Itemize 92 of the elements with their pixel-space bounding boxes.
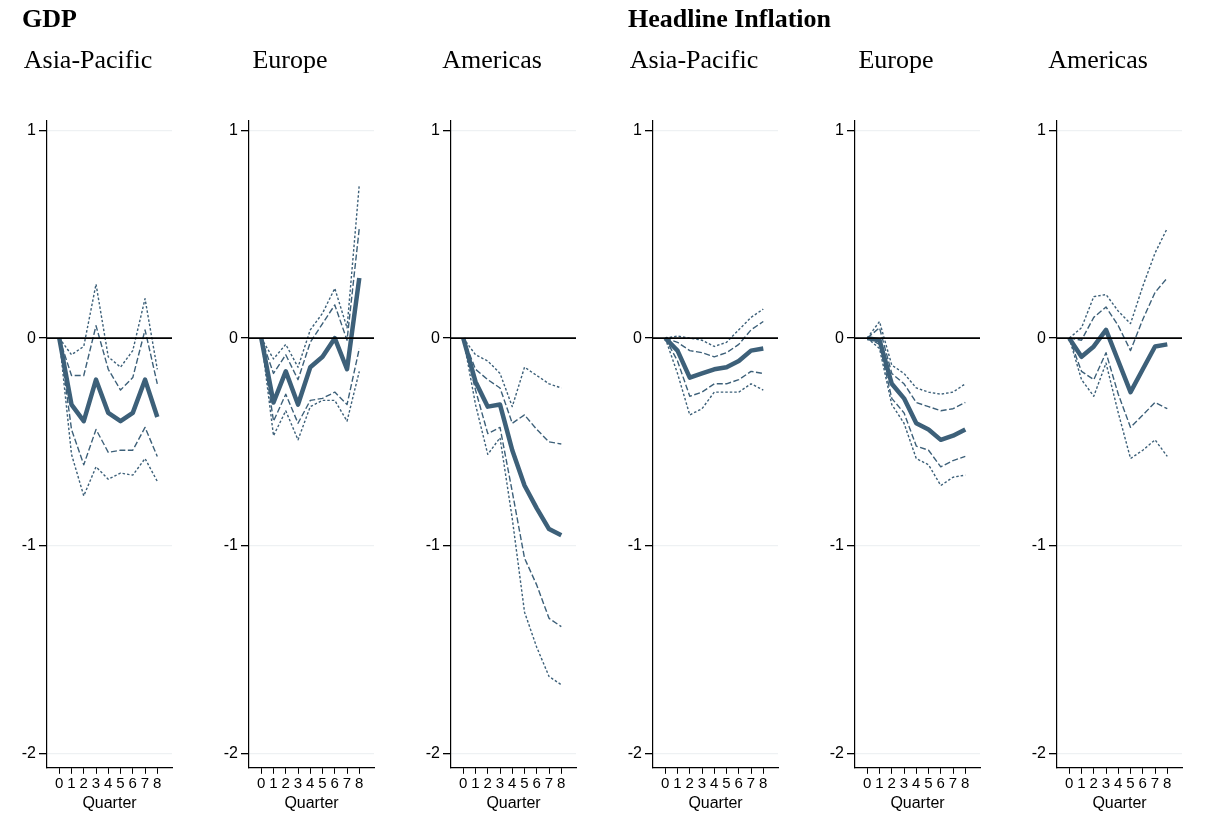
x-tick-label: 5 xyxy=(1126,773,1135,791)
y-tick-label: -2 xyxy=(425,743,441,761)
x-tick-label: 4 xyxy=(710,773,719,791)
x-tick-label: 1 xyxy=(875,773,884,791)
text: Headline Inflation xyxy=(628,4,831,34)
x-tick-label: 8 xyxy=(759,773,768,791)
x-axis-title: Quarter xyxy=(486,793,542,811)
x-tick-label: 2 xyxy=(887,773,896,791)
x-tick-label: 7 xyxy=(948,773,958,791)
chart-title: Europe xyxy=(858,45,934,75)
y-tick-label: -2 xyxy=(21,743,37,761)
x-tick-label: 3 xyxy=(697,773,707,791)
y-tick-label: 0 xyxy=(229,328,239,346)
x-tick-label: 4 xyxy=(1114,773,1123,791)
x-tick-label: 2 xyxy=(79,773,88,791)
text: GDP xyxy=(22,4,77,34)
x-tick-label: 4 xyxy=(306,773,315,791)
x-tick-label: 5 xyxy=(116,773,125,791)
x-tick-label: 5 xyxy=(722,773,731,791)
x-tick-label: 5 xyxy=(520,773,529,791)
x-tick-label: 7 xyxy=(140,773,150,791)
x-tick-label: 7 xyxy=(544,773,554,791)
x-tick-label: 6 xyxy=(734,773,743,791)
y-tick-label: 0 xyxy=(27,328,37,346)
x-axis-title: Quarter xyxy=(82,793,138,811)
x-tick-label: 1 xyxy=(673,773,682,791)
x-tick-label: 6 xyxy=(936,773,945,791)
x-tick-label: 6 xyxy=(128,773,137,791)
x-tick-label: 3 xyxy=(91,773,101,791)
chart-title: Asia-Pacific xyxy=(629,45,759,75)
y-tick-label: -1 xyxy=(223,536,239,554)
y-tick-label: -1 xyxy=(829,536,845,554)
chart-title: Europe xyxy=(252,45,328,75)
x-tick-label: 0 xyxy=(1065,773,1074,791)
x-tick-label: 8 xyxy=(355,773,364,791)
y-tick-label: -1 xyxy=(1031,536,1047,554)
x-tick-label: 2 xyxy=(1089,773,1098,791)
y-tick-label: -2 xyxy=(829,743,845,761)
x-tick-label: 8 xyxy=(1163,773,1172,791)
x-tick-label: 7 xyxy=(1150,773,1160,791)
chart-title: Americas xyxy=(442,45,542,75)
x-axis-title: Quarter xyxy=(1092,793,1148,811)
y-tick-label: 1 xyxy=(27,120,37,138)
x-tick-label: 6 xyxy=(532,773,541,791)
x-tick-label: 1 xyxy=(269,773,278,791)
x-tick-label: 2 xyxy=(685,773,694,791)
x-tick-label: 3 xyxy=(1101,773,1111,791)
x-tick-label: 3 xyxy=(495,773,505,791)
y-tick-label: 0 xyxy=(431,328,441,346)
x-tick-label: 5 xyxy=(318,773,327,791)
y-tick-label: 1 xyxy=(1037,120,1047,138)
y-tick-label: -1 xyxy=(425,536,441,554)
x-tick-label: 2 xyxy=(483,773,492,791)
x-tick-label: 0 xyxy=(863,773,872,791)
x-tick-label: 7 xyxy=(746,773,756,791)
y-tick-label: -1 xyxy=(627,536,643,554)
y-tick-label: 0 xyxy=(1037,328,1047,346)
x-tick-label: 0 xyxy=(257,773,266,791)
y-tick-label: 0 xyxy=(835,328,845,346)
x-tick-label: 4 xyxy=(508,773,517,791)
x-tick-label: 0 xyxy=(459,773,468,791)
y-tick-label: 1 xyxy=(229,120,239,138)
y-tick-label: -1 xyxy=(21,536,37,554)
x-tick-label: 4 xyxy=(912,773,921,791)
x-tick-label: 6 xyxy=(330,773,339,791)
x-tick-label: 8 xyxy=(961,773,970,791)
x-tick-label: 4 xyxy=(104,773,113,791)
x-tick-label: 1 xyxy=(471,773,480,791)
y-tick-label: -2 xyxy=(223,743,239,761)
y-tick-label: 0 xyxy=(633,328,643,346)
x-tick-label: 0 xyxy=(55,773,64,791)
x-tick-label: 8 xyxy=(153,773,162,791)
x-tick-label: 6 xyxy=(1138,773,1147,791)
chart-title: Americas xyxy=(1048,45,1148,75)
y-tick-label: 1 xyxy=(835,120,845,138)
x-tick-label: 1 xyxy=(67,773,76,791)
y-tick-label: 1 xyxy=(633,120,643,138)
x-tick-label: 7 xyxy=(342,773,352,791)
y-tick-label: -2 xyxy=(1031,743,1047,761)
x-tick-label: 5 xyxy=(924,773,933,791)
x-tick-label: 3 xyxy=(899,773,909,791)
x-tick-label: 1 xyxy=(1077,773,1086,791)
x-tick-label: 8 xyxy=(557,773,566,791)
x-tick-label: 0 xyxy=(661,773,670,791)
x-axis-title: Quarter xyxy=(890,793,946,811)
x-axis-title: Quarter xyxy=(688,793,744,811)
x-tick-label: 3 xyxy=(293,773,303,791)
y-tick-label: 1 xyxy=(431,120,441,138)
chart-title: Asia-Pacific xyxy=(23,45,153,75)
x-tick-label: 2 xyxy=(281,773,290,791)
x-axis-title: Quarter xyxy=(284,793,340,811)
y-tick-label: -2 xyxy=(627,743,643,761)
